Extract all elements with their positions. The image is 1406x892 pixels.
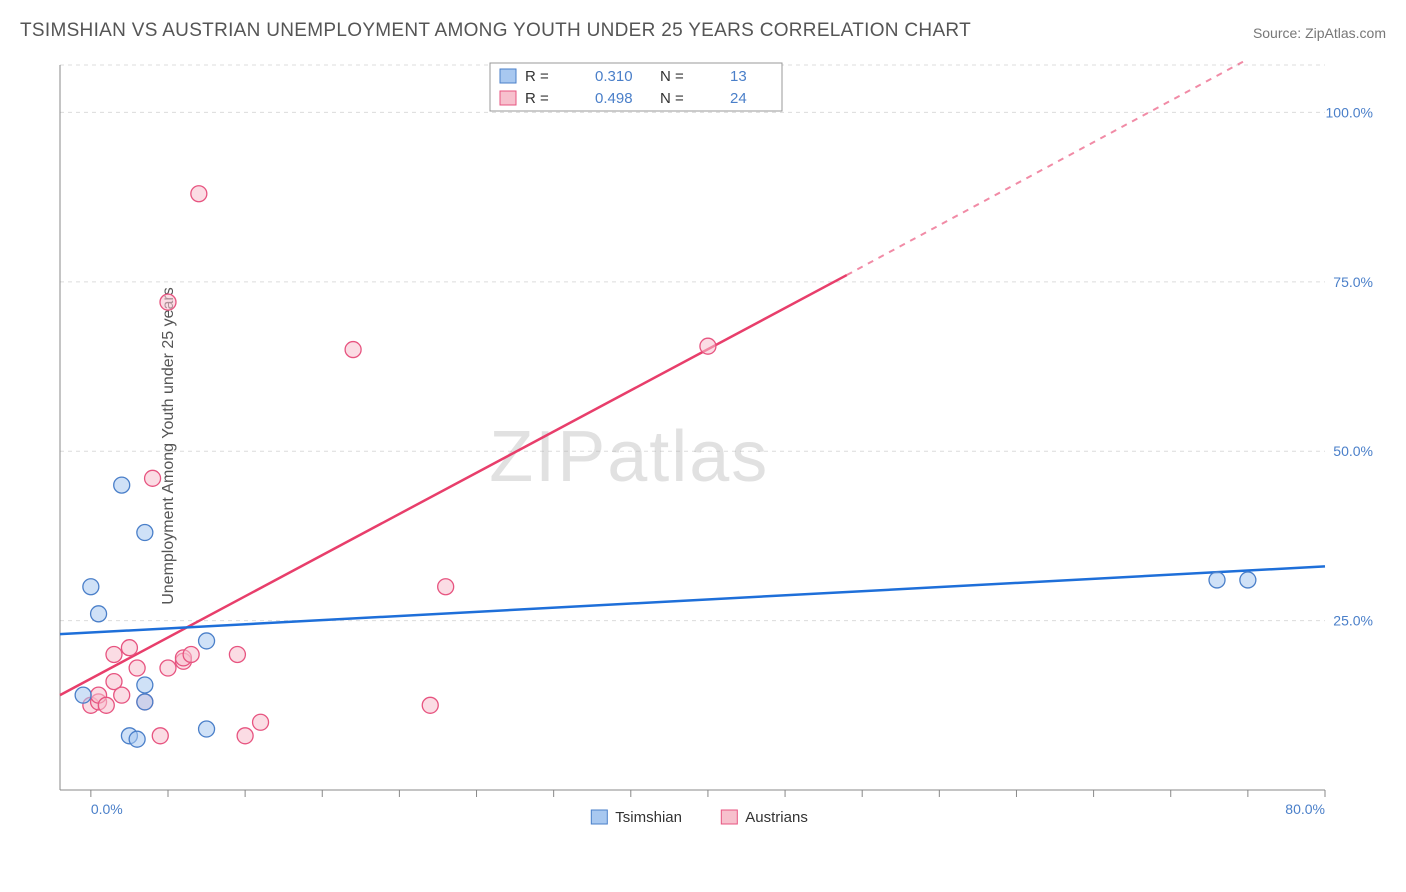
n-label: N = <box>660 68 684 85</box>
watermark: ZIPatlas <box>489 417 769 497</box>
point-austrians <box>237 728 253 744</box>
point-austrians <box>114 687 130 703</box>
point-tsimshian <box>129 731 145 747</box>
legend-swatch-tsimshian <box>591 810 607 824</box>
chart-title: TSIMSHIAN VS AUSTRIAN UNEMPLOYMENT AMONG… <box>20 20 971 42</box>
point-austrians <box>438 579 454 595</box>
point-austrians <box>253 714 269 730</box>
chart-svg: ZIPatlas 0.0% 80.0% 25.0% 50.0% 75.0% 100.0% R … <box>50 60 1380 830</box>
point-austrians <box>700 338 716 354</box>
point-austrians <box>106 646 122 662</box>
source-prefix: Source: <box>1253 25 1305 41</box>
source-attribution: Source: ZipAtlas.com <box>1253 25 1386 41</box>
chart-container: TSIMSHIAN VS AUSTRIAN UNEMPLOYMENT AMONG… <box>0 0 1406 892</box>
point-austrians <box>145 470 161 486</box>
point-austrians <box>129 660 145 676</box>
x-tick-label: 0.0% <box>91 801 123 817</box>
n-value-austrians: 24 <box>730 90 747 107</box>
plot-area: ZIPatlas 0.0% 80.0% 25.0% 50.0% 75.0% 100.0% R … <box>50 60 1380 830</box>
r-value-tsimshian: 0.310 <box>595 68 633 85</box>
legend-swatch-austrians <box>721 810 737 824</box>
point-austrians <box>183 646 199 662</box>
source-name: ZipAtlas.com <box>1305 25 1386 41</box>
point-austrians <box>121 640 137 656</box>
n-label: N = <box>660 90 684 107</box>
point-tsimshian <box>83 579 99 595</box>
point-tsimshian <box>1240 572 1256 588</box>
point-austrians <box>98 697 114 713</box>
trend-line-austrians-dashed <box>847 60 1325 275</box>
r-value-austrians: 0.498 <box>595 90 633 107</box>
point-tsimshian <box>199 721 215 737</box>
trend-line-tsimshian <box>60 566 1325 634</box>
point-austrians <box>345 342 361 358</box>
point-tsimshian <box>137 677 153 693</box>
point-tsimshian <box>199 633 215 649</box>
n-value-tsimshian: 13 <box>730 68 747 85</box>
point-tsimshian <box>91 606 107 622</box>
point-austrians <box>422 697 438 713</box>
point-tsimshian <box>114 477 130 493</box>
y-tick-label: 75.0% <box>1333 274 1373 290</box>
legend-swatch-tsimshian <box>500 69 516 83</box>
x-tick-label: 80.0% <box>1285 801 1325 817</box>
point-austrians <box>191 186 207 202</box>
r-label: R = <box>525 90 549 107</box>
point-tsimshian <box>1209 572 1225 588</box>
legend-swatch-austrians <box>500 91 516 105</box>
point-austrians <box>160 660 176 676</box>
legend-label-austrians: Austrians <box>745 809 808 826</box>
y-tick-label: 50.0% <box>1333 443 1373 459</box>
point-austrians <box>229 646 245 662</box>
point-tsimshian <box>137 525 153 541</box>
r-label: R = <box>525 68 549 85</box>
y-tick-label: 25.0% <box>1333 613 1373 629</box>
point-austrians <box>160 294 176 310</box>
point-tsimshian <box>137 694 153 710</box>
point-tsimshian <box>75 687 91 703</box>
point-austrians <box>152 728 168 744</box>
y-tick-label: 100.0% <box>1326 104 1373 120</box>
legend-label-tsimshian: Tsimshian <box>615 809 682 826</box>
